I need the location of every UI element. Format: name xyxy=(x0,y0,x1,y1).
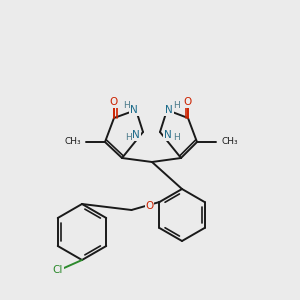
Text: O: O xyxy=(110,97,118,107)
Text: H: H xyxy=(172,100,179,109)
Text: N: N xyxy=(164,130,172,140)
Text: H: H xyxy=(172,134,179,142)
Text: CH₃: CH₃ xyxy=(221,137,238,146)
Text: CH₃: CH₃ xyxy=(64,137,81,146)
Text: O: O xyxy=(184,97,192,107)
Text: H: H xyxy=(124,134,131,142)
Text: H: H xyxy=(124,100,130,109)
Text: N: N xyxy=(132,130,140,140)
Text: N: N xyxy=(165,105,173,115)
Text: Cl: Cl xyxy=(53,265,63,275)
Text: N: N xyxy=(130,105,138,115)
Text: O: O xyxy=(146,201,154,211)
